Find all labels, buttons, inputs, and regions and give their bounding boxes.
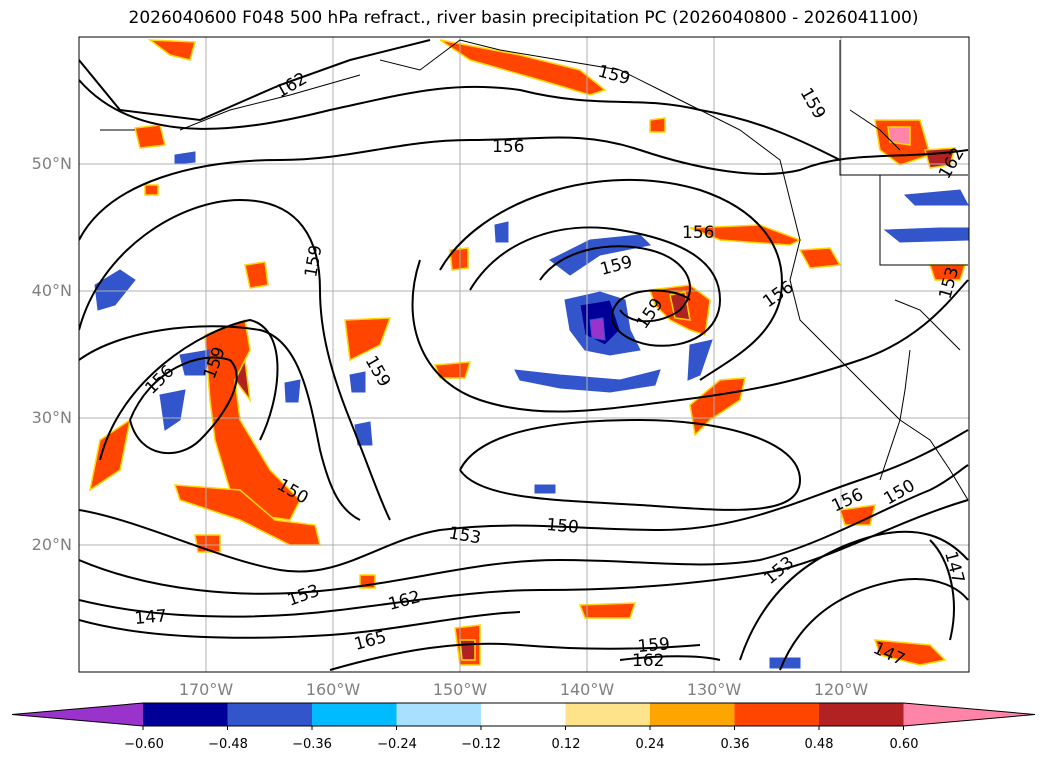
lon-label: 160°W [305, 680, 361, 699]
lat-label: 30°N [31, 408, 72, 427]
colorbar-segment [819, 703, 904, 726]
colorbar-segment [227, 703, 313, 726]
colorbar-tick-label: −0.48 [208, 737, 248, 752]
colorbar-segment [734, 703, 820, 726]
lon-label: 170°W [178, 680, 234, 699]
colorbar-segment [481, 703, 566, 726]
map-panel: 162 159 159 156 159 156 159 156 159 156 … [79, 37, 969, 672]
colorbar [11, 702, 1036, 730]
colorbar-tick-label: −0.36 [292, 737, 332, 752]
colorbar-segment [650, 703, 735, 726]
map-frame [78, 36, 970, 673]
contour-labels: 162 159 159 156 159 156 159 156 159 156 … [134, 62, 969, 671]
colorbar-tick-label: 0.48 [804, 737, 834, 752]
lon-label: 150°W [432, 680, 488, 699]
lon-label: 140°W [559, 680, 615, 699]
colorbar-tick-label: 0.60 [889, 737, 919, 752]
lat-label: 20°N [31, 535, 72, 554]
contour-label: 162 [632, 651, 664, 671]
lat-label: 50°N [31, 154, 72, 173]
lon-label: 130°W [686, 680, 742, 699]
lon-label: 120°W [813, 680, 869, 699]
coastlines [100, 39, 969, 501]
map-title: 2026040600 F048 500 hPa refract., river … [128, 8, 919, 28]
negative-precip-areas [94, 151, 969, 669]
colorbar-segment [312, 703, 397, 726]
colorbar-segment [143, 703, 228, 726]
colorbar-tick-label: −0.24 [377, 737, 417, 752]
contour-label: 156 [682, 223, 714, 243]
colorbar-segment [396, 703, 482, 726]
positive-precip-areas [88, 39, 967, 666]
contour-label: 159 [637, 634, 671, 657]
colorbar-tick-label: 0.12 [551, 737, 581, 752]
colorbar-tick-label: −0.12 [461, 737, 501, 752]
colorbar-segment [565, 703, 651, 726]
colorbar-extend-low [12, 703, 143, 726]
lat-label: 40°N [31, 281, 72, 300]
contour-label: 147 [134, 606, 168, 629]
colorbar-tick-label: −0.60 [124, 737, 164, 752]
graticule [79, 37, 969, 672]
colorbar-tick-label: 0.24 [635, 737, 665, 752]
contour-label: 156 [492, 137, 524, 157]
colorbar-extend-high [903, 703, 1035, 726]
contour-label: 150 [546, 515, 580, 538]
height-contours [79, 39, 969, 671]
colorbar-tick-label: 0.36 [720, 737, 750, 752]
